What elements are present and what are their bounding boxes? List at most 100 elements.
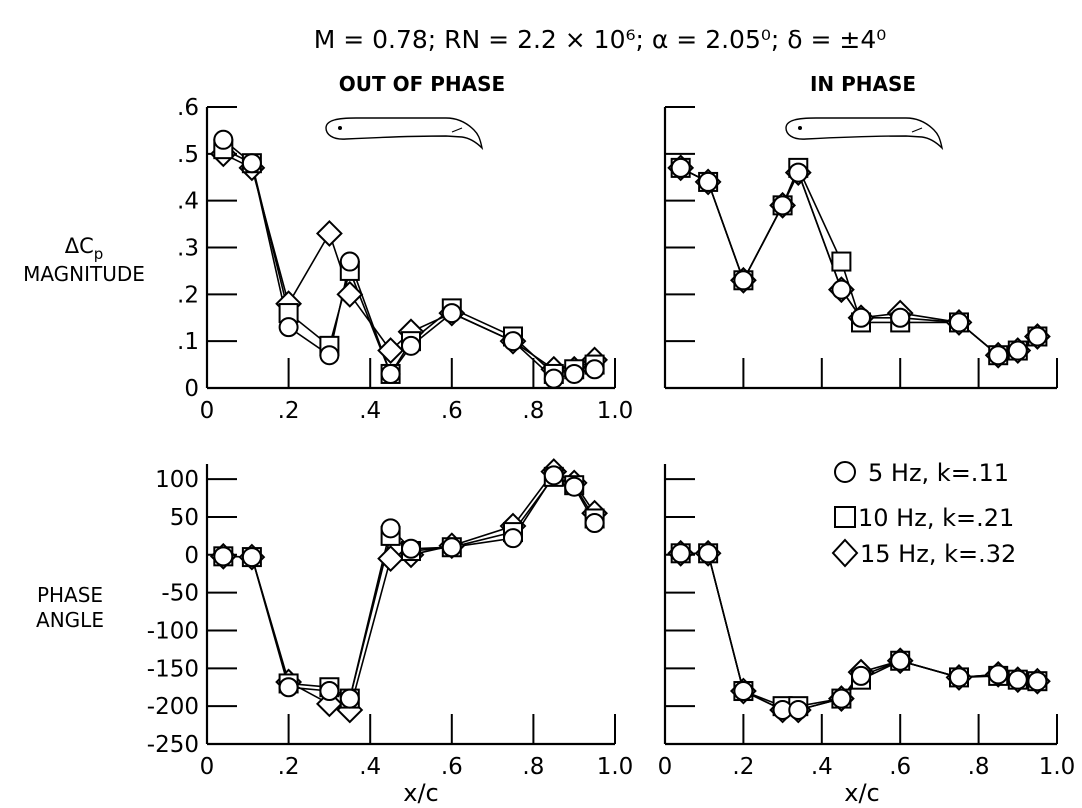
circle-data-point (564, 363, 585, 384)
circle-data-point (213, 546, 234, 567)
circle-data-point (698, 543, 719, 564)
y-tick-label: .5 (177, 142, 199, 168)
phase-label-word-2: ANGLE (36, 608, 104, 632)
y-tick-label: 0 (184, 543, 199, 569)
circle-data-point (831, 279, 852, 300)
figure-title: M = 0.78; RN = 2.2 × 10⁶; α = 2.05⁰; δ =… (314, 25, 887, 54)
circle-data-point (988, 664, 1009, 685)
phase-label-word-1: PHASE (37, 583, 103, 607)
x-tick-label: 1.0 (597, 398, 634, 424)
circle-data-point (401, 335, 421, 356)
legend-diamond-marker (831, 538, 859, 568)
circle-data-point (380, 363, 401, 384)
legend-item-15hz: 15 Hz, k=.32 (831, 538, 1016, 568)
legend-square-marker (834, 506, 856, 528)
circle-data-point (851, 307, 871, 328)
airfoil-sketch-in-phase (785, 117, 944, 151)
circle-data-point (380, 518, 401, 539)
x-axis-label-right: x/c (844, 779, 879, 807)
circle-data-point (988, 345, 1009, 366)
series-line-square (223, 475, 596, 700)
circle-data-point (788, 162, 809, 183)
x-tick-label: .8 (968, 754, 990, 780)
x-tick-label: .6 (441, 398, 463, 424)
circle-data-point (890, 650, 911, 671)
y-tick-label: .3 (177, 236, 199, 262)
chart-panel-phase-out: -250 -200 -150 -100 -50 0 50 100 0 .2 .4 .6 .8 1.0 (147, 458, 634, 780)
circle-data-point (949, 312, 969, 333)
legend-label-10hz: 10 Hz, k=.21 (858, 504, 1014, 532)
x-tick-label: 0 (200, 398, 215, 424)
chart-panel-mag-out: 0 .1 .2 .3 .4 .5 .6 0 .2 .4 .6 .8 1.0 (177, 95, 633, 424)
y-tick-label: 0 (184, 376, 199, 402)
y-tick-label: .6 (177, 95, 199, 121)
chart-panel-mag-in (663, 106, 1058, 390)
circle-data-point (564, 476, 585, 497)
legend-item-10hz: 10 Hz, k=.21 (834, 504, 1014, 532)
circle-data-point (339, 688, 360, 709)
magnitude-label-delta-cp: ΔC (65, 234, 94, 258)
magnitude-label-subscript: p (94, 245, 104, 263)
airfoil-sketch-out-of-phase (325, 117, 484, 151)
circle-data-point (339, 251, 360, 272)
y-tick-label: -100 (147, 618, 199, 644)
circle-data-point (670, 157, 691, 178)
y-tick-label: .1 (177, 329, 199, 355)
circle-data-point (733, 681, 754, 702)
x-tick-label: .8 (522, 398, 544, 424)
circle-data-point (733, 270, 754, 291)
x-tick-label: 0 (200, 754, 215, 780)
diamond-data-point (315, 220, 343, 247)
circle-data-point (241, 547, 262, 568)
legend-label-15hz: 15 Hz, k=.32 (860, 540, 1016, 568)
circle-data-point (503, 331, 523, 352)
circle-data-point (1027, 671, 1048, 692)
x-tick-label: .4 (359, 754, 381, 780)
circle-data-point (241, 153, 262, 174)
legend-item-5hz: 5 Hz, k=.11 (834, 459, 1009, 487)
series-line-circle (223, 474, 596, 700)
chart-panels: 0 .1 .2 .3 .4 .5 .6 0 .2 .4 .6 .8 1.0 -250 -200 -150 -10… (147, 95, 1075, 780)
circle-data-point (543, 368, 564, 389)
magnitude-axis-label: ΔCp MAGNITUDE (23, 234, 145, 286)
circle-data-point (851, 665, 871, 686)
x-tick-label: 0 (658, 754, 673, 780)
x-tick-label: .8 (522, 754, 544, 780)
circle-data-point (319, 345, 340, 366)
circle-data-point (772, 195, 793, 216)
circle-data-point (670, 543, 691, 564)
diamond-data-point (336, 280, 364, 308)
circle-data-point (1027, 326, 1048, 347)
x-tick-label: 1.0 (597, 754, 634, 780)
column-title-in-phase: IN PHASE (810, 72, 916, 96)
circle-data-point (441, 303, 462, 324)
y-tick-label: -200 (147, 694, 199, 720)
chart-panel-phase-in: 0 .2 .4 .6 .8 1.0 (658, 464, 1076, 780)
phase-axis-label: PHASE ANGLE (36, 583, 104, 632)
circle-data-point (1007, 340, 1028, 361)
circle-data-point (441, 537, 462, 558)
circle-data-point (319, 681, 340, 702)
svg-text:ΔCp: ΔCp (65, 234, 104, 263)
x-tick-label: .6 (441, 754, 463, 780)
circle-data-point (1007, 669, 1028, 690)
circle-data-point (949, 667, 969, 688)
x-tick-label: 1.0 (1039, 754, 1076, 780)
x-tick-label: .2 (278, 754, 300, 780)
circle-data-point (543, 465, 564, 486)
x-tick-label: .6 (889, 754, 911, 780)
x-tick-label: .4 (359, 398, 381, 424)
circle-data-point (278, 317, 299, 338)
circle-data-point (401, 538, 421, 559)
circle-data-point (788, 699, 809, 720)
square-data-point (831, 251, 852, 272)
circle-data-point (584, 513, 605, 534)
circle-data-point (503, 528, 523, 549)
circle-data-point (831, 688, 852, 709)
magnitude-label-word: MAGNITUDE (23, 262, 145, 286)
circle-data-point (213, 129, 234, 150)
y-tick-label: 100 (155, 467, 199, 493)
legend-circle-marker (834, 461, 856, 483)
y-tick-label: .4 (177, 189, 199, 215)
